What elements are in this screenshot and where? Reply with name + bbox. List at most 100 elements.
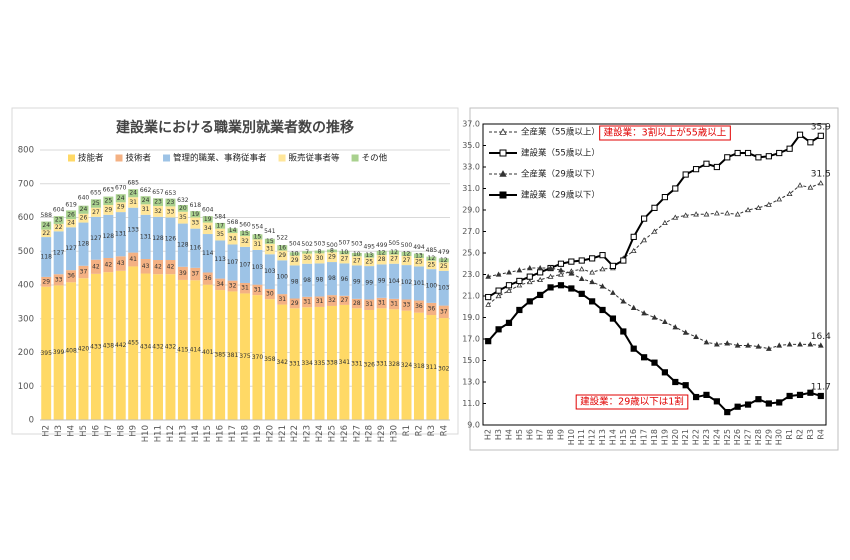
bar-segment <box>66 210 77 220</box>
marker <box>755 154 762 161</box>
end-label: 11.7 <box>811 382 831 392</box>
x-tick-label: H16 <box>216 425 226 442</box>
segment-label: 102 <box>401 279 413 286</box>
marker <box>765 201 772 207</box>
bar-segment <box>376 264 387 298</box>
marker <box>797 182 803 188</box>
bar-segment <box>103 258 114 273</box>
total-label: 479 <box>438 249 450 256</box>
x-tick-label: H12 <box>166 425 176 442</box>
marker <box>547 273 554 279</box>
marker <box>692 393 700 401</box>
segment-label: 103 <box>252 264 264 271</box>
x-tick-label: H13 <box>178 425 188 442</box>
segment-label: 8 <box>318 248 322 255</box>
x-tick-label: R1 <box>402 425 412 436</box>
bar-segment <box>401 251 412 256</box>
marker <box>807 341 814 347</box>
x-tick-label: H28 <box>365 425 375 442</box>
total-label: 568 <box>227 219 239 226</box>
total-label: 662 <box>140 187 152 194</box>
segment-label: 12 <box>378 249 386 256</box>
segment-label: 302 <box>438 366 450 373</box>
marker <box>651 359 658 366</box>
marker <box>630 345 637 352</box>
bar-segment <box>289 298 300 309</box>
marker <box>516 267 523 273</box>
marker <box>797 341 803 347</box>
bar-segment <box>289 255 300 266</box>
total-label: 657 <box>152 189 164 196</box>
segment-label: 29 <box>291 300 299 307</box>
bar-segment <box>103 205 114 215</box>
bar-segment <box>165 260 176 275</box>
segment-label: 22 <box>55 224 63 231</box>
total-label: 505 <box>388 240 400 247</box>
bar-segment <box>202 284 213 420</box>
segment-label: 33 <box>403 302 411 309</box>
x-tick-label: H20 <box>671 429 680 445</box>
legend-marker-shape <box>499 170 507 177</box>
marker <box>755 204 762 211</box>
x-tick-label: H10 <box>141 425 151 442</box>
x-tick-label: H26 <box>733 429 742 445</box>
bar-segment <box>351 298 362 309</box>
bar-segment <box>215 228 226 241</box>
segment-label: 42 <box>105 262 113 269</box>
segment-label: 331 <box>289 361 301 368</box>
bar-segment <box>289 265 300 299</box>
y-tick-label: 400 <box>18 281 34 291</box>
bar-segment <box>252 284 263 296</box>
segment-label: 318 <box>413 363 425 370</box>
bar-segment <box>103 272 114 420</box>
marker <box>703 211 710 217</box>
segment-label: 385 <box>214 352 226 359</box>
segment-label: 12 <box>403 250 411 257</box>
segment-label: 103 <box>438 285 450 292</box>
bar-segment <box>90 273 101 420</box>
marker <box>672 378 679 386</box>
segment-label: 24 <box>67 220 75 227</box>
segment-label: 35 <box>179 214 187 221</box>
bar-segment <box>177 266 188 280</box>
bar-segment <box>215 290 226 420</box>
y-tick-label: 31.0 <box>462 184 480 193</box>
bar-segment <box>153 260 163 275</box>
bar-segment <box>202 222 213 235</box>
legend-label: 販売従事者等 <box>289 153 341 164</box>
x-tick-label: H27 <box>744 429 753 445</box>
segment-label: 32 <box>154 208 162 215</box>
bar-segment <box>364 257 375 267</box>
marker <box>672 324 679 330</box>
bar-segment <box>153 274 163 420</box>
segment-label: 34 <box>204 225 212 232</box>
segment-label: 358 <box>264 356 276 363</box>
marker <box>641 215 648 222</box>
x-tick-label: H26 <box>340 425 350 442</box>
segment-label: 128 <box>103 233 115 240</box>
marker <box>672 185 679 192</box>
bar-segment <box>289 252 300 256</box>
marker <box>744 401 752 408</box>
total-label: 584 <box>214 213 226 220</box>
segment-label: 133 <box>127 227 139 234</box>
segment-label: 17 <box>216 222 224 229</box>
segment-label: 128 <box>177 242 189 249</box>
bar-segment <box>264 289 275 300</box>
segment-label: 100 <box>426 283 438 290</box>
segment-label: 408 <box>65 348 77 355</box>
segment-label: 99 <box>365 279 373 286</box>
total-label: 541 <box>264 228 276 235</box>
marker <box>755 343 762 349</box>
bar-segment <box>227 291 238 420</box>
marker <box>734 211 741 217</box>
segment-label: 98 <box>291 278 299 285</box>
marker <box>537 276 544 283</box>
end-label: 16.4 <box>811 332 831 342</box>
marker <box>724 210 731 216</box>
marker <box>724 154 731 161</box>
marker <box>662 318 668 324</box>
bar-segment <box>389 254 400 264</box>
bar-segment <box>202 272 213 285</box>
segment-label: 12 <box>390 249 398 256</box>
